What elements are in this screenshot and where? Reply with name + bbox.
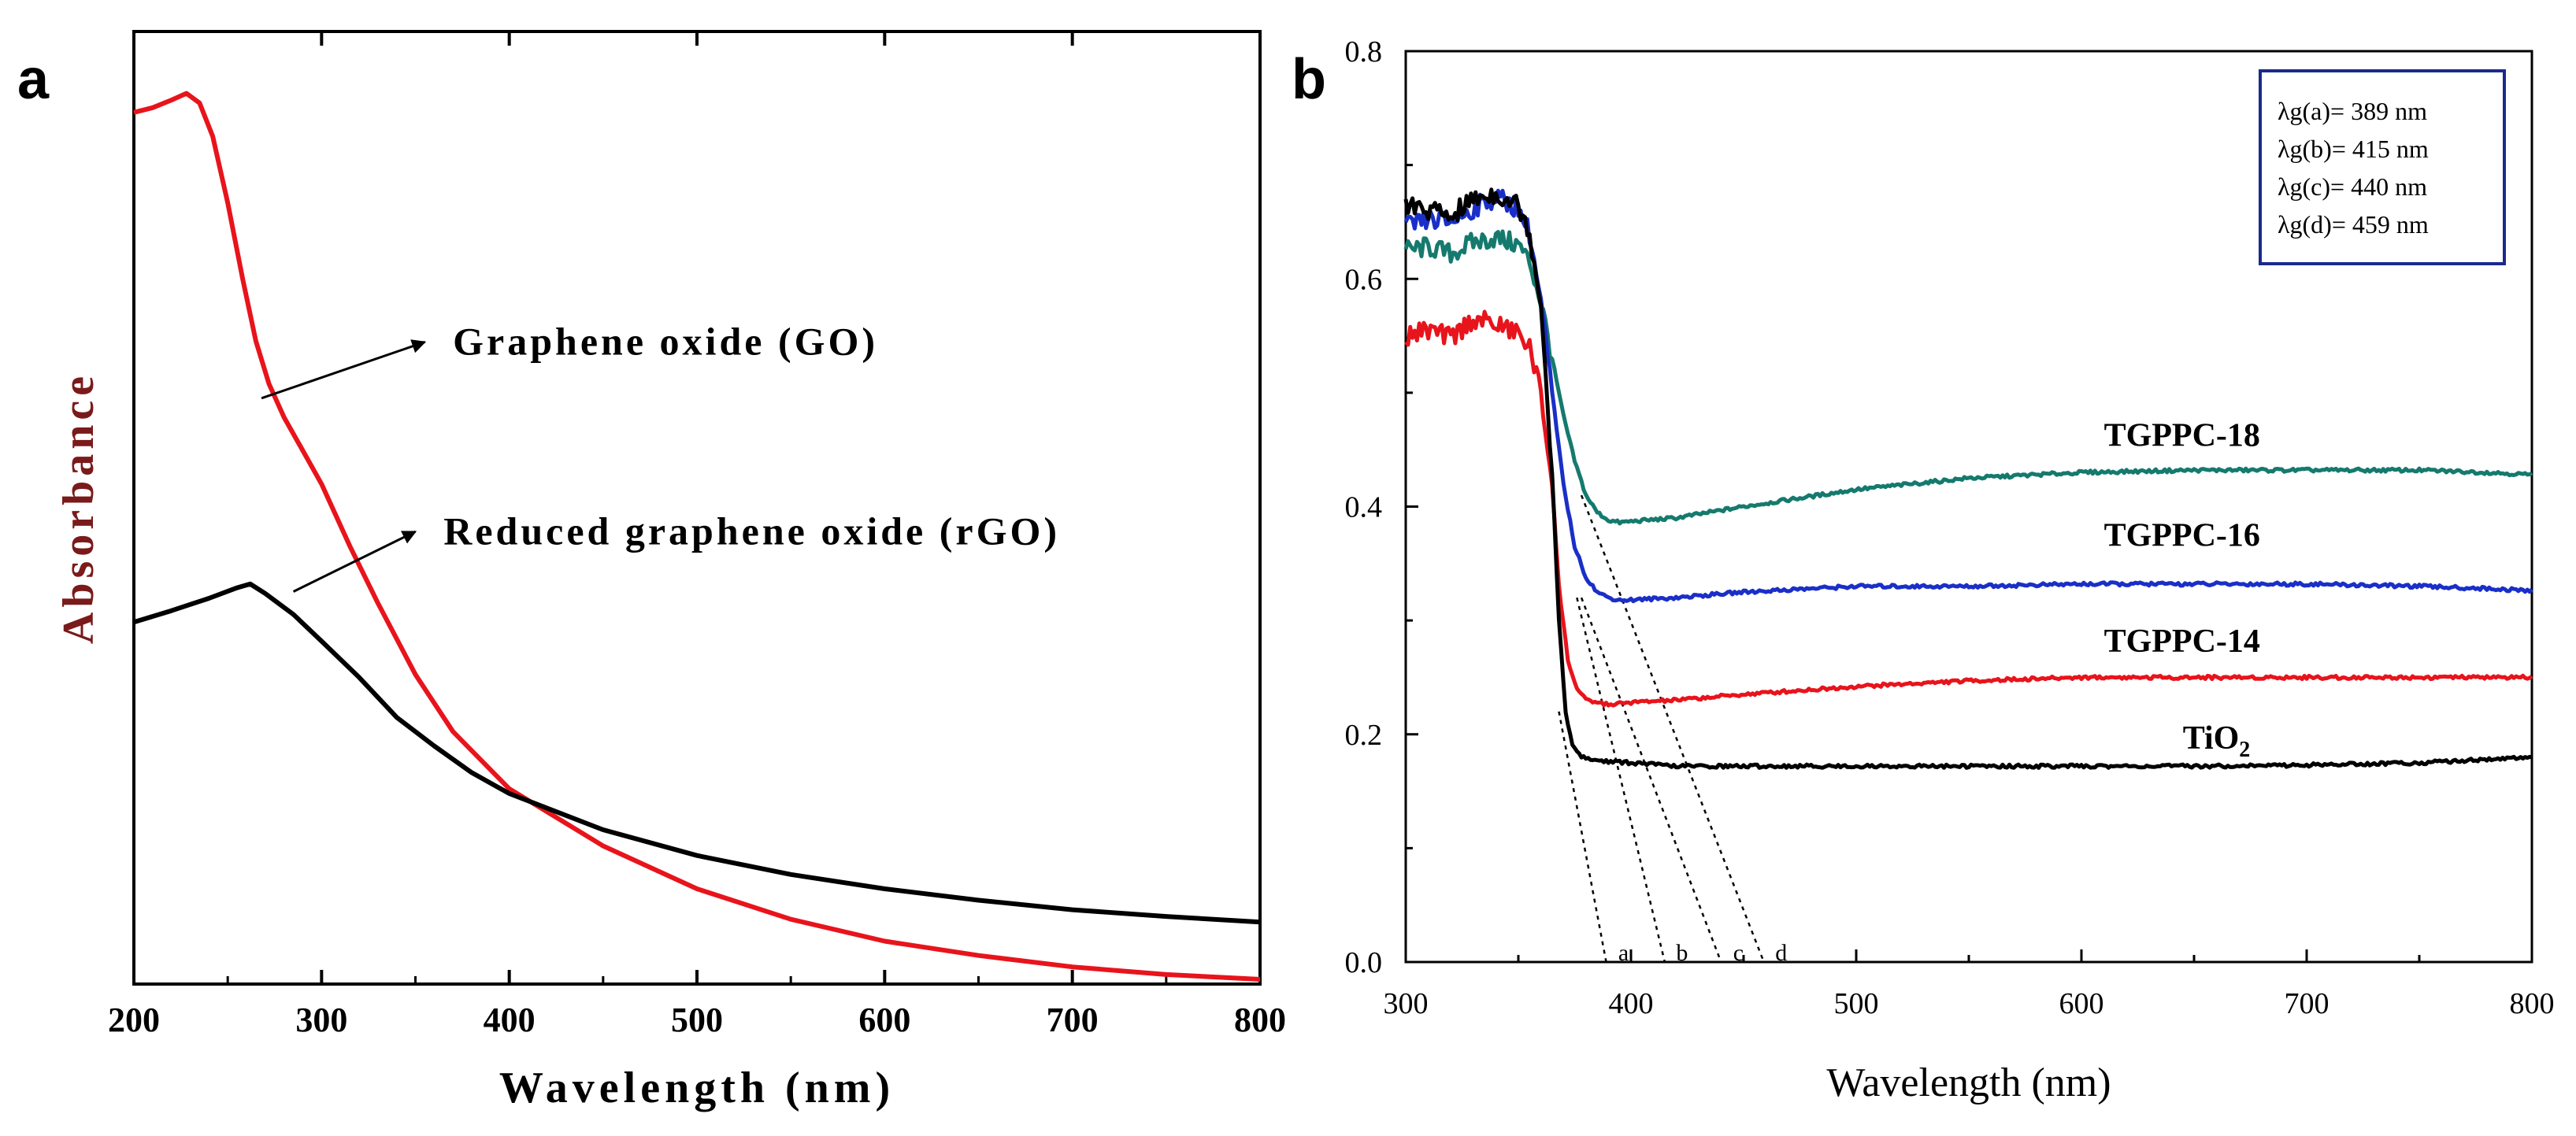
x-tick-label-b: 600 bbox=[2059, 987, 2104, 1020]
panel-a-label: a bbox=[17, 48, 50, 111]
tangent-label-b: a bbox=[1618, 940, 1629, 966]
tangent-line-b bbox=[1576, 597, 1666, 963]
tangent-line-b bbox=[1580, 494, 1765, 963]
tangent-label-b: d bbox=[1775, 940, 1787, 966]
y-tick-label-b: 0.8 bbox=[1345, 35, 1383, 68]
series-label-text: TGPPC-14 bbox=[2104, 624, 2260, 660]
x-tick-label-a: 400 bbox=[484, 1001, 536, 1039]
x-tick-label-a: 800 bbox=[1234, 1001, 1286, 1039]
x-tick-label-b: 400 bbox=[1609, 987, 1654, 1020]
series-label-b-3: TiO2 bbox=[2183, 720, 2251, 762]
x-tick-label-a: 500 bbox=[671, 1001, 723, 1039]
tangent-label-b: b bbox=[1676, 940, 1688, 966]
series-line-b-1 bbox=[1403, 188, 2533, 604]
x-tick-label-a: 200 bbox=[108, 1001, 160, 1039]
x-axis-label-a: Wavelength (nm) bbox=[499, 1064, 895, 1112]
series-line-b-0 bbox=[1403, 229, 2533, 526]
x-tick-label-b: 700 bbox=[2285, 987, 2330, 1020]
x-tick-label-a: 300 bbox=[295, 1001, 347, 1039]
legend-line-b: λg(d)= 459 nm bbox=[2278, 210, 2429, 239]
legend-line-b: λg(c)= 440 nm bbox=[2278, 172, 2427, 201]
legend-box-b bbox=[2259, 69, 2506, 265]
x-axis-label-b: Wavelength (nm) bbox=[1826, 1060, 2111, 1105]
series-line-b-2 bbox=[1404, 309, 2533, 708]
x-tick-label-a: 700 bbox=[1047, 1001, 1099, 1039]
panel-b-label: b bbox=[1292, 48, 1326, 111]
legend-line-b: λg(b)= 415 nm bbox=[2278, 135, 2429, 163]
series-label-text: TiO bbox=[2183, 720, 2240, 757]
x-tick-label-b: 500 bbox=[1834, 987, 1879, 1020]
annotation-arrow-a bbox=[261, 339, 427, 400]
y-axis-label-a: Absorbance bbox=[54, 372, 103, 644]
x-tick-label-a: 600 bbox=[858, 1001, 910, 1039]
series-line-a-0 bbox=[133, 91, 1261, 982]
y-tick-label-b: 0.6 bbox=[1345, 263, 1383, 296]
chart-panel-a: 200 300 400 500 600 700 800 Wavelength (nm) Abso… bbox=[54, 30, 1286, 1112]
tangent-line-b bbox=[1558, 711, 1607, 963]
tangent-label-b: c bbox=[1733, 940, 1744, 966]
series-line-b-3 bbox=[1403, 187, 2533, 770]
x-tick-label-b: 800 bbox=[2510, 987, 2555, 1020]
plot-frame-a bbox=[132, 30, 1262, 986]
series-label-text: TGPPC-18 bbox=[2104, 417, 2260, 453]
series-label-b-2: TGPPC-14 bbox=[2104, 624, 2260, 660]
series-label-subscript: 2 bbox=[2239, 738, 2250, 762]
tangent-line-b bbox=[1580, 597, 1722, 963]
y-tick-label-b: 0.2 bbox=[1345, 719, 1383, 752]
legend-line-b: λg(a)= 389 nm bbox=[2278, 97, 2427, 125]
chart-panel-b: 300 400 500 600 700 800 0.0 0.2 0.4 0.6 0.8 Wavelen… bbox=[1345, 35, 2555, 1105]
series-label-b-0: TGPPC-18 bbox=[2104, 417, 2260, 453]
series-label-text: TGPPC-16 bbox=[2104, 518, 2260, 554]
annotation-arrow-a bbox=[292, 530, 417, 593]
series-label-b-1: TGPPC-16 bbox=[2104, 518, 2260, 554]
annotation-label-a: Reduced graphene oxide (rGO) bbox=[443, 509, 1060, 553]
annotation-label-a: Graphene oxide (GO) bbox=[453, 319, 878, 363]
x-tick-label-b: 300 bbox=[1384, 987, 1429, 1020]
y-tick-label-b: 0.4 bbox=[1345, 491, 1383, 524]
series-line-a-1 bbox=[133, 581, 1261, 925]
y-tick-label-b: 0.0 bbox=[1345, 946, 1383, 979]
